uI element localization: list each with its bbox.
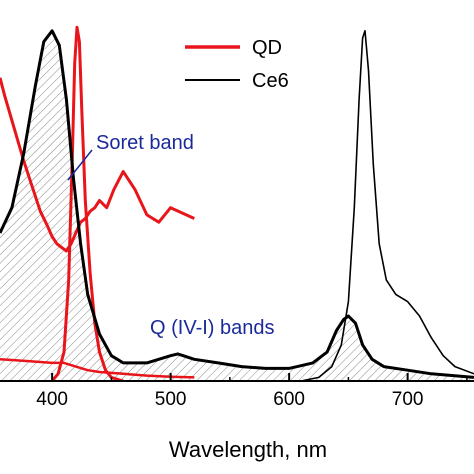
series-line-4: [300, 30, 474, 381]
legend-label-ce6: Ce6: [252, 70, 289, 92]
x-tick-label-500: 500: [155, 389, 187, 410]
annotation-q-bands: Q (IV-I) bands: [150, 317, 275, 339]
soret-label: Soret band: [96, 132, 194, 154]
x-ticks: 400 500 600 700: [36, 373, 468, 410]
series-line-3: [0, 29, 474, 379]
annotation-soret: Soret band: [67, 132, 194, 181]
series-fill-3: [0, 30, 474, 381]
x-tick-label-600: 600: [273, 389, 305, 410]
legend-label-qd: QD: [252, 37, 282, 59]
soret-pointer-line: [67, 149, 93, 181]
q-bands-label: Q (IV-I) bands: [150, 317, 275, 339]
series-lines: [0, 25, 474, 381]
x-tick-label-700: 700: [392, 389, 424, 410]
legend: QD Ce6: [185, 37, 289, 92]
x-axis-title: Wavelength, nm: [169, 437, 327, 462]
series-line-2: [50, 25, 124, 381]
x-tick-label-400: 400: [36, 389, 68, 410]
series-line-1: [0, 358, 195, 379]
